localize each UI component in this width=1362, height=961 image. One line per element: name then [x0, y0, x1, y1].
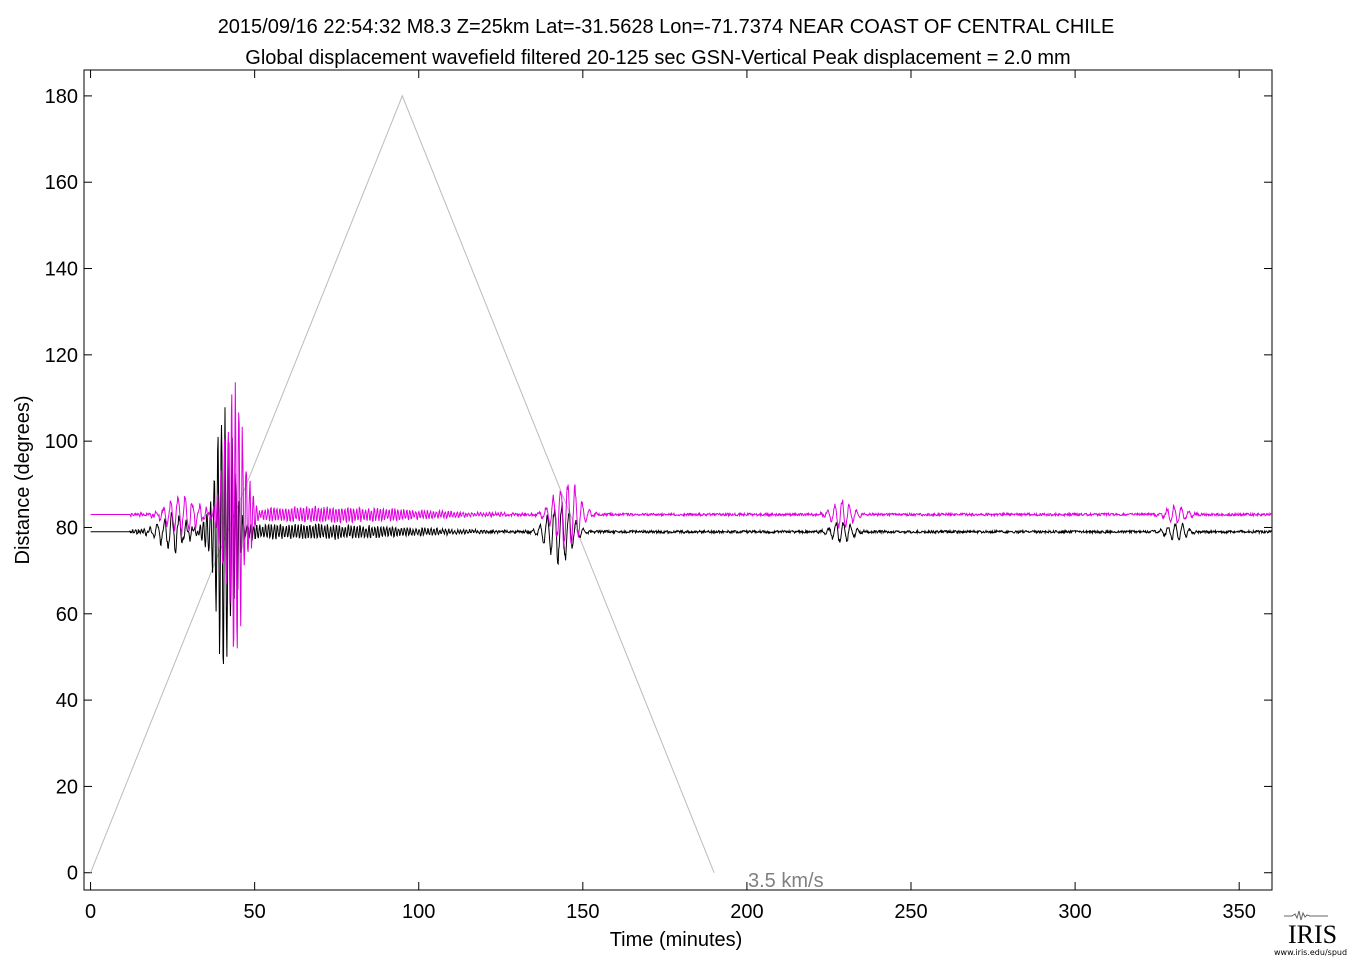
x-tick-label: 150 [566, 901, 599, 923]
iris-logo-url: www.iris.edu/spud [1274, 948, 1348, 957]
y-axis-label: Distance (degrees) [12, 396, 34, 565]
y-tick-label: 140 [45, 259, 78, 281]
seismic-wave-icon [1284, 910, 1328, 921]
x-axis-label: Time (minutes) [610, 929, 743, 951]
y-tick-label: 80 [56, 517, 78, 539]
iris-logo: IRIS www.iris.edu/spud [1274, 906, 1358, 960]
x-tick-label: 0 [85, 901, 96, 923]
x-tick-label: 350 [1222, 901, 1255, 923]
y-tick-label: 60 [56, 604, 78, 626]
y-tick-label: 180 [45, 86, 78, 108]
velocity-label: 3.5 km/s [748, 870, 824, 892]
y-axis-ticks: 0 20 40 60 80 100 120 140 160 180 [45, 86, 1272, 885]
x-tick-label: 50 [244, 901, 266, 923]
x-tick-label: 200 [730, 901, 763, 923]
chart-subtitle: Global displacement wavefield filtered 2… [245, 47, 1070, 69]
x-tick-label: 100 [402, 901, 435, 923]
trace-black [90, 407, 1273, 665]
y-tick-label: 40 [56, 690, 78, 712]
trace-group [90, 382, 1273, 665]
y-tick-label: 20 [56, 776, 78, 798]
velocity-reference-line [90, 94, 715, 873]
x-tick-label: 300 [1058, 901, 1091, 923]
trace-magenta [90, 382, 1273, 649]
chart-title: 2015/09/16 22:54:32 M8.3 Z=25km Lat=-31.… [218, 16, 1115, 38]
y-tick-label: 0 [67, 863, 78, 885]
x-tick-label: 250 [894, 901, 927, 923]
y-tick-label: 120 [45, 345, 78, 367]
plot-frame [83, 69, 1273, 891]
iris-logo-text: IRIS [1288, 920, 1338, 949]
x-axis-ticks: 0 50 100 150 200 250 300 350 [85, 70, 1256, 923]
y-tick-label: 100 [45, 431, 78, 453]
y-tick-label: 160 [45, 172, 78, 194]
